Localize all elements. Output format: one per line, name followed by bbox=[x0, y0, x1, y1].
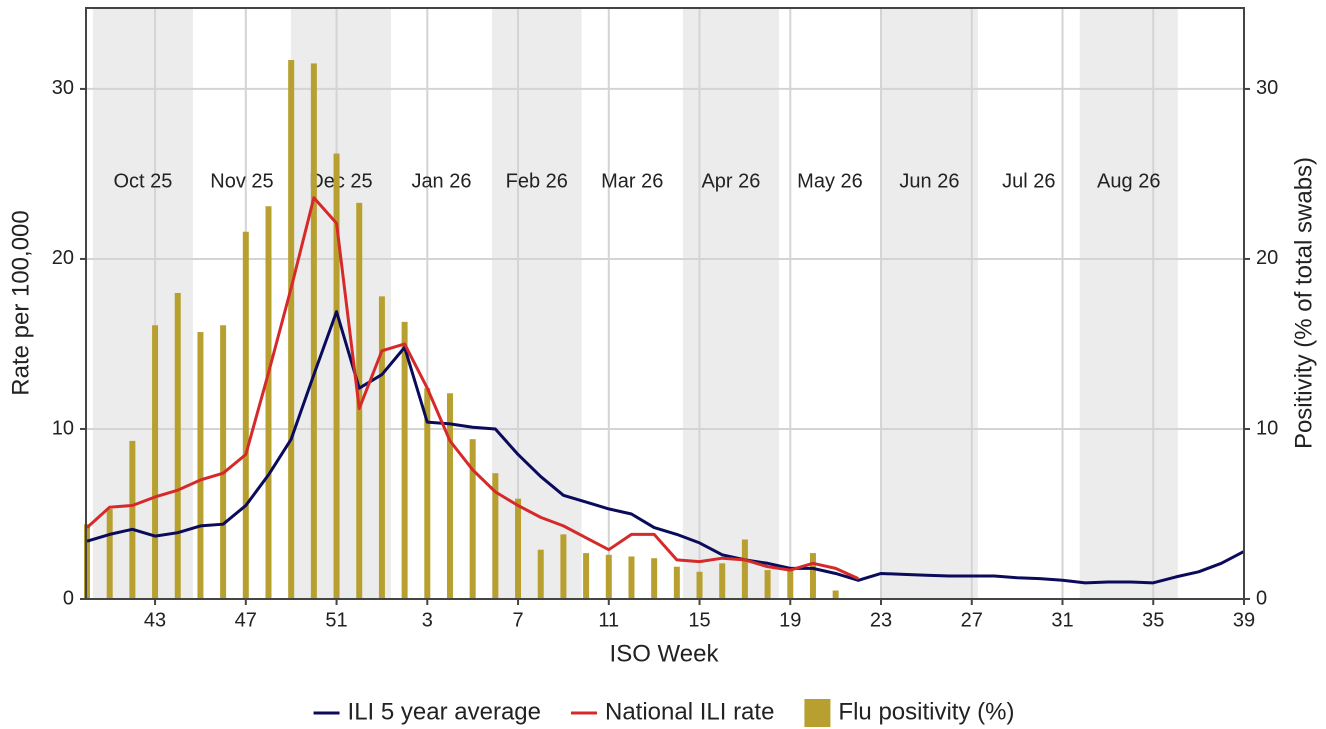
bar bbox=[310, 63, 317, 600]
x-tick-label: 7 bbox=[512, 609, 523, 631]
plot-frame bbox=[85, 7, 1245, 600]
month-band bbox=[881, 8, 978, 599]
bar bbox=[560, 534, 567, 599]
bar bbox=[129, 440, 136, 599]
bar bbox=[492, 473, 499, 599]
bar bbox=[651, 558, 658, 599]
bar bbox=[764, 570, 771, 599]
x-tick-label: 35 bbox=[1142, 609, 1164, 631]
month-band bbox=[682, 8, 779, 599]
month-label: Feb 26 bbox=[506, 170, 568, 192]
bar bbox=[265, 206, 272, 600]
bar bbox=[515, 498, 522, 599]
month-band bbox=[1079, 8, 1178, 599]
bar bbox=[696, 571, 703, 599]
bar bbox=[378, 296, 385, 599]
legend: ILI 5 year average National ILI rate Flu p… bbox=[313, 698, 1014, 727]
x-tick-label: 23 bbox=[870, 609, 892, 631]
bar bbox=[152, 325, 159, 599]
legend-swatch bbox=[804, 699, 831, 727]
x-tick-label: 11 bbox=[598, 609, 619, 631]
x-tick-label: 3 bbox=[422, 609, 433, 631]
bar bbox=[333, 153, 340, 599]
y-tick-label: 0 bbox=[63, 587, 74, 609]
month-label: Nov 25 bbox=[210, 170, 273, 192]
y-axis-title: Rate per 100,000 bbox=[7, 210, 34, 395]
bar bbox=[242, 231, 249, 599]
bar bbox=[741, 539, 748, 599]
y-tick-label: 20 bbox=[52, 247, 74, 269]
y2-axis-title: Positivity (% of total swabs) bbox=[1290, 157, 1317, 449]
bar bbox=[174, 292, 181, 599]
x-tick-label: 31 bbox=[1051, 609, 1073, 631]
bar bbox=[719, 563, 726, 599]
y-tick-label: 30 bbox=[52, 77, 74, 99]
x-tick-label: 43 bbox=[144, 609, 166, 631]
y2-tick-label: 0 bbox=[1256, 587, 1267, 609]
month-label: Oct 25 bbox=[113, 170, 172, 192]
legend-label: National ILI rate bbox=[605, 698, 774, 725]
month-label: Dec 25 bbox=[309, 170, 372, 192]
bar bbox=[832, 590, 839, 599]
month-band bbox=[491, 8, 582, 599]
line bbox=[86, 310, 1245, 585]
bar bbox=[809, 553, 816, 599]
bar bbox=[106, 508, 113, 599]
legend-label: ILI 5 year average bbox=[348, 698, 541, 725]
x-tick-label: 39 bbox=[1233, 609, 1255, 631]
y2-tick-label: 10 bbox=[1256, 417, 1278, 439]
month-label: Jan 26 bbox=[411, 170, 471, 192]
bar bbox=[197, 332, 204, 599]
bar bbox=[605, 554, 612, 599]
bar bbox=[628, 556, 635, 599]
x-tick-label: 47 bbox=[235, 609, 257, 631]
bar bbox=[673, 566, 680, 599]
legend-label: Flu positivity (%) bbox=[838, 698, 1014, 725]
x-tick-label: 19 bbox=[779, 609, 801, 631]
y2-tick-label: 20 bbox=[1256, 247, 1278, 269]
bar bbox=[220, 325, 227, 599]
bar bbox=[446, 393, 453, 599]
bar bbox=[787, 568, 794, 599]
y-tick-label: 10 bbox=[52, 417, 74, 439]
month-band bbox=[290, 8, 391, 599]
x-tick-label: 27 bbox=[961, 609, 983, 631]
bar bbox=[469, 439, 476, 599]
bar bbox=[401, 321, 408, 599]
line bbox=[85, 196, 859, 580]
bar bbox=[537, 549, 544, 599]
month-label: Aug 26 bbox=[1097, 170, 1160, 192]
x-tick-label: 51 bbox=[325, 609, 347, 631]
x-tick-label: 15 bbox=[688, 609, 710, 631]
bar bbox=[288, 60, 295, 600]
month-label: Apr 26 bbox=[701, 170, 760, 192]
month-label: Jun 26 bbox=[899, 170, 959, 192]
month-label: Jul 26 bbox=[1002, 170, 1055, 192]
y2-tick-label: 30 bbox=[1256, 77, 1278, 99]
month-label: Mar 26 bbox=[601, 170, 663, 192]
month-label: May 26 bbox=[797, 170, 863, 192]
bar bbox=[424, 388, 431, 599]
x-axis-title: ISO Week bbox=[610, 640, 720, 667]
bar bbox=[583, 553, 590, 599]
